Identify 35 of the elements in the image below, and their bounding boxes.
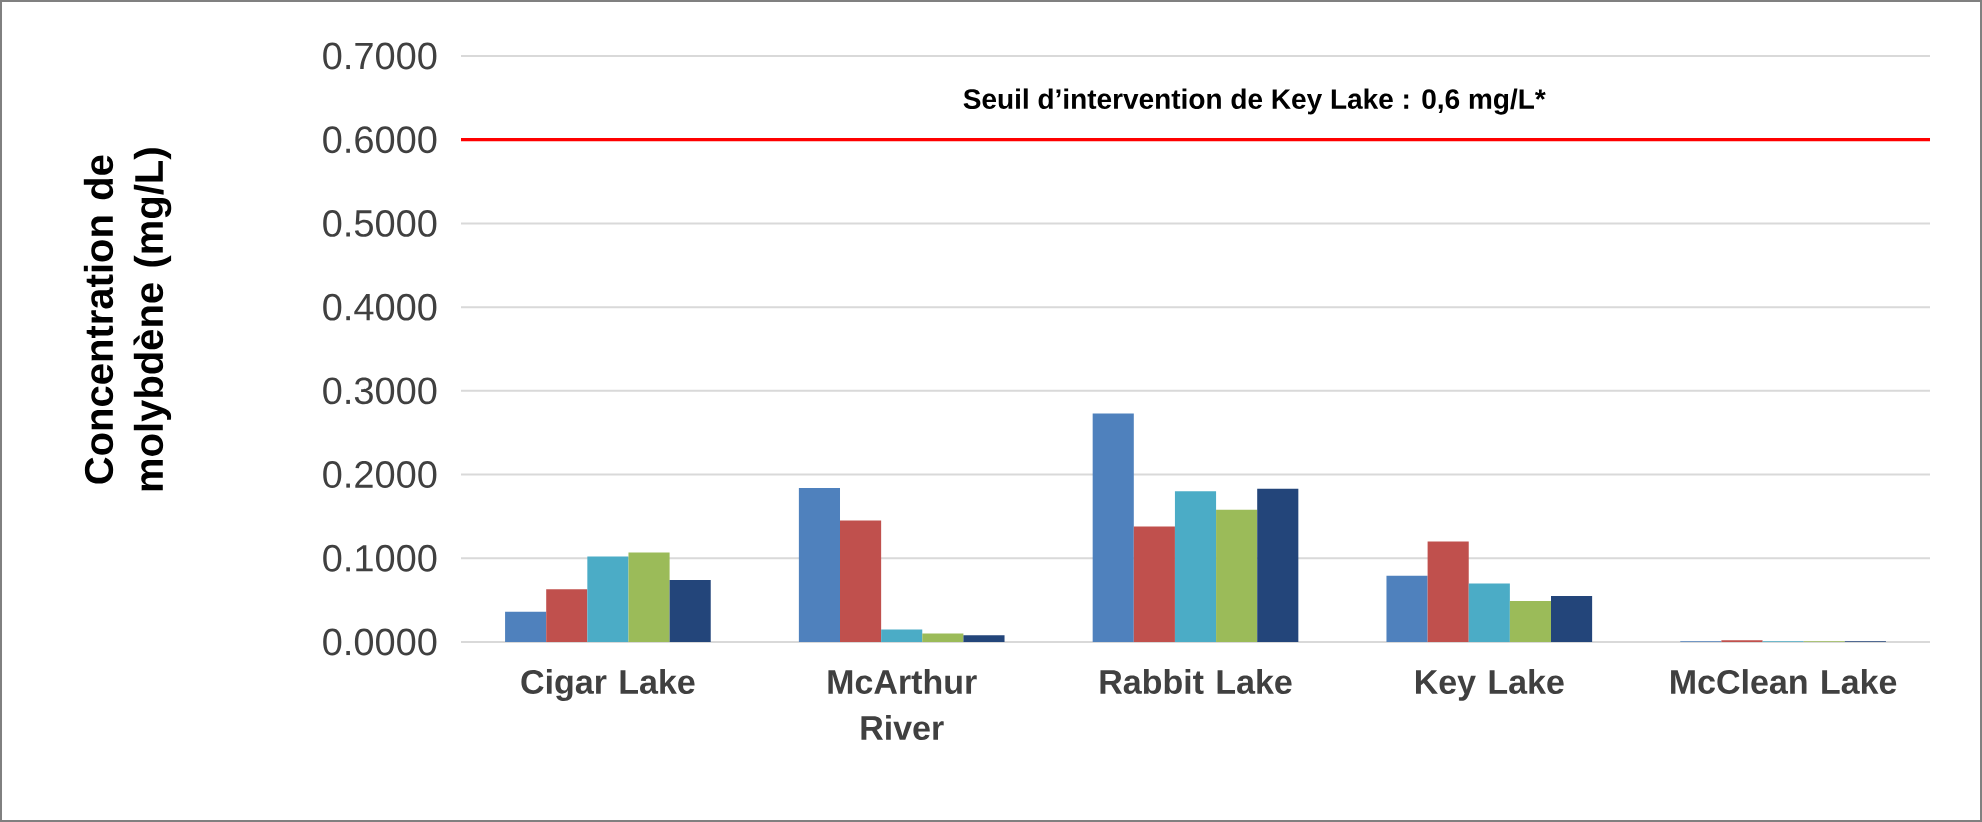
y-axis-title: Concentration de molybdène (mg/L) [83, 148, 172, 491]
y-tick-label: 0.2000 [323, 461, 437, 489]
bar [1092, 413, 1134, 642]
bar [1551, 595, 1593, 642]
y-tick-label: 0.6000 [323, 126, 437, 154]
bar [669, 580, 711, 642]
bar [1468, 583, 1510, 642]
y-tick-label: 0.4000 [323, 293, 437, 321]
y-tick-label: 0.0000 [323, 628, 437, 656]
bar [881, 629, 923, 642]
x-tick-label: Key Lake [1415, 669, 1564, 701]
y-tick-label: 0.1000 [323, 544, 437, 572]
x-tick-label: McClean Lake [1671, 669, 1897, 695]
y-tick-label: 0.3000 [323, 377, 437, 405]
bar [505, 611, 547, 642]
bar [1174, 491, 1217, 642]
bar [1509, 600, 1552, 642]
bar [798, 487, 840, 642]
bar [1216, 509, 1258, 642]
bar [587, 556, 629, 642]
bar [963, 635, 1005, 642]
bar [1427, 541, 1469, 642]
bar [1257, 488, 1299, 642]
bar [922, 633, 964, 642]
bar [628, 552, 670, 642]
ref-line-label: Seuil d’intervention de Key Lake : 0,6 mg/L* [963, 88, 1546, 115]
x-tick-label: McArthur River [828, 669, 977, 741]
bar [1133, 526, 1175, 642]
bar [840, 520, 882, 642]
y-tick-label: 0.7000 [323, 42, 437, 70]
x-tick-label: Rabbit Lake [1100, 669, 1292, 695]
bar [546, 589, 588, 642]
x-tick-label: Cigar Lake [521, 669, 695, 701]
bar [1386, 575, 1428, 642]
y-tick-label: 0.5000 [323, 209, 437, 237]
